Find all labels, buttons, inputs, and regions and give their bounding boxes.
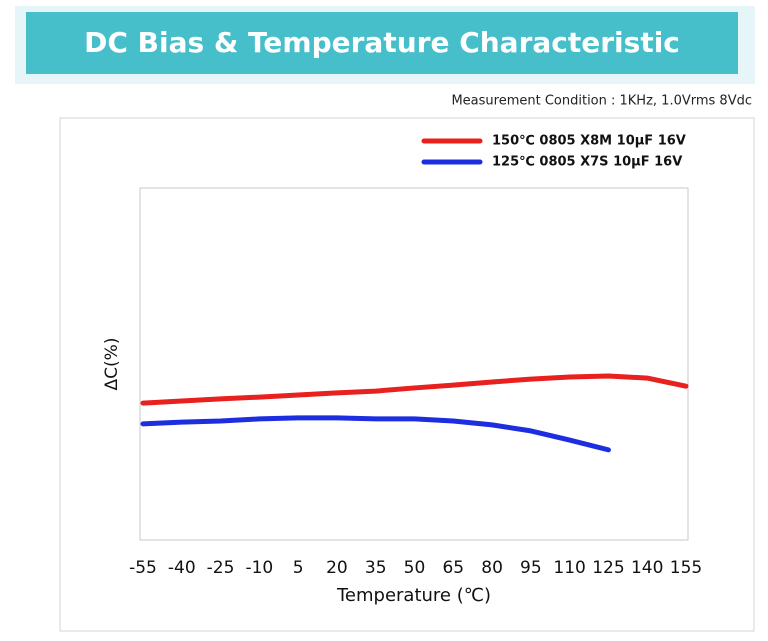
x-tick-label: 35	[365, 558, 387, 578]
legend-label: 150℃ 0805 X8M 10μF 16V	[492, 134, 686, 149]
x-tick-label: 20	[326, 558, 348, 578]
x-tick-label: 95	[520, 558, 542, 578]
x-tick-label: 125	[592, 558, 624, 578]
x-tick-label: -10	[245, 558, 273, 578]
x-tick-label: -40	[168, 558, 196, 578]
x-tick-label: -55	[129, 558, 157, 578]
series-line	[140, 373, 689, 406]
plot-area	[139, 187, 689, 541]
condition: Measurement Condition : 1KHz, 1.0Vrms 8V…	[451, 94, 752, 109]
x-tick-label: 140	[631, 558, 663, 578]
x-tick-label: 155	[670, 558, 702, 578]
x-axis-label: Temperature (℃)	[336, 585, 491, 606]
x-tick-label: 110	[553, 558, 585, 578]
x-tick-label: 5	[293, 558, 304, 578]
x-tick-label: 65	[442, 558, 464, 578]
banner	[26, 12, 738, 74]
legend-label: 125℃ 0805 X7S 10μF 16V	[492, 155, 682, 170]
x-tick-label: -25	[207, 558, 235, 578]
series-line	[140, 415, 611, 453]
x-tick-label: 80	[481, 558, 503, 578]
y-axis-label: ΔC(%)	[102, 338, 122, 391]
chart-frame	[59, 117, 755, 632]
page-title: DC Bias & Temperature Characteristic	[84, 26, 680, 59]
x-tick-label: 50	[404, 558, 426, 578]
